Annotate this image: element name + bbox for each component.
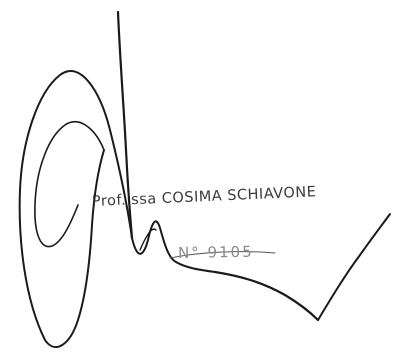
stamp-number-line: N° 9105 xyxy=(177,242,254,262)
